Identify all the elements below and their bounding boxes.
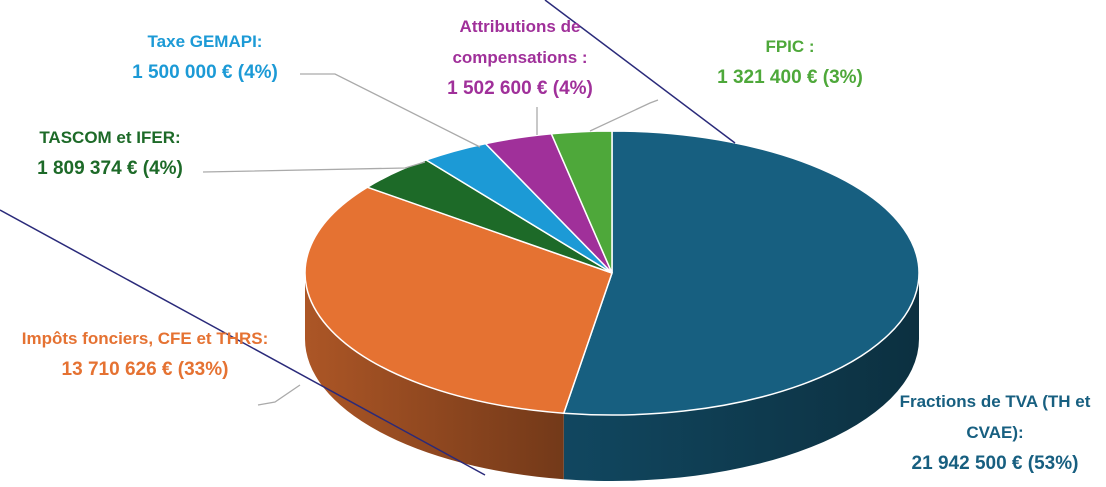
slice-label: FPIC : 1 321 400 € (3%) [690,31,890,93]
value-label: 1 500 000 € (4%) [132,62,278,83]
slice [562,130,920,416]
value-label: 21 942 500 € (53%) [911,453,1079,474]
leader-line [589,99,659,132]
value-label: 1 502 600 € (4%) [447,78,593,99]
leader-line [300,73,481,148]
slice-label: Attributions de compensations : 1 502 600… [400,11,640,104]
slice-label: Fractions de TVA (TH et CVAE): 21 942 500… [880,386,1106,479]
category-label: Fractions de TVA (TH et CVAE): [899,392,1091,442]
slice-label: TASCOM et IFER: 1 809 374 € (4%) [0,122,220,184]
slice-side [305,273,564,480]
category-label: Attributions de compensations : [452,17,588,67]
slice [304,186,613,415]
slice-label: Impôts fonciers, CFE et THRS: 13 710 626 … [20,323,270,385]
slice-label: Taxe GEMAPI: 1 500 000 € (4%) [100,26,310,88]
stray-line [0,209,486,476]
stray-line [544,0,736,144]
value-label: 1 809 374 € (4%) [37,158,183,179]
value-label: 13 710 626 € (33%) [61,359,229,380]
leader-lines [202,73,659,406]
leader-line [202,161,426,173]
leader-line [257,384,301,406]
slice [550,130,613,274]
category-label: Impôts fonciers, CFE et THRS: [21,329,269,348]
value-label: 1 321 400 € (3%) [717,67,863,88]
category-label: TASCOM et IFER: [39,128,181,147]
category-label: Taxe GEMAPI: [147,32,263,51]
slice-side [563,273,919,481]
category-label: FPIC : [765,37,815,56]
